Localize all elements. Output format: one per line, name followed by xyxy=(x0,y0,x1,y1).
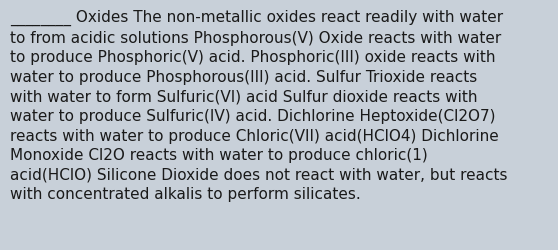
Text: ________ Oxides The non-metallic oxides react readily with water
to from acidic : ________ Oxides The non-metallic oxides … xyxy=(10,10,508,202)
